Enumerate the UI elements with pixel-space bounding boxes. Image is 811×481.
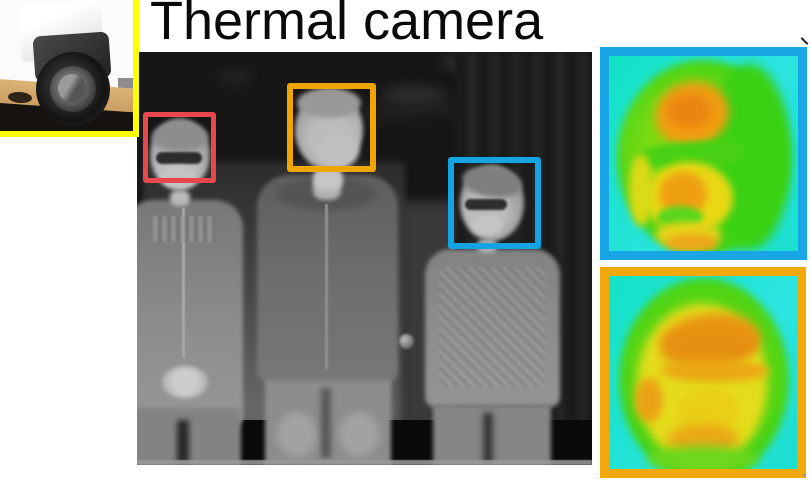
figure-title: Thermal camera [150, 0, 544, 51]
person-middle-leg-gap [321, 388, 331, 458]
person-left-sunglasses [156, 152, 202, 164]
thermal-face-crop-orange [600, 267, 806, 478]
thermal-lower-cool [647, 446, 759, 469]
person-left [137, 108, 247, 465]
person-middle [255, 82, 401, 465]
person-middle-neck [313, 168, 343, 190]
thermal-forehead-hotter [667, 94, 711, 128]
person-right-face [471, 215, 503, 235]
person-left-hands [162, 366, 208, 398]
corner-dot-mark [803, 474, 806, 477]
person-left-leg-gap [177, 420, 189, 465]
person-left-neck [170, 190, 190, 206]
person-left-jeans [137, 408, 241, 465]
person-left-zipper [182, 208, 185, 358]
thermal-brow-hot [667, 332, 755, 358]
camera-lens-aperture [58, 74, 86, 102]
person-middle-face [317, 134, 359, 168]
person-right-sweater [425, 249, 560, 407]
thermal-lower-warm [665, 234, 719, 251]
face-box-blue [448, 157, 541, 249]
person-left-shirt-print [153, 216, 215, 242]
thermal-eye-line-hot [661, 360, 769, 382]
person-middle-knee [339, 412, 379, 457]
ceiling-vent-shape [381, 86, 447, 106]
corner-tick-mark [800, 37, 809, 45]
person-left-hair [152, 122, 208, 152]
camera-photo-inset [0, 0, 139, 137]
person-middle-zipper [325, 204, 328, 369]
thermal-scene-image [137, 52, 592, 465]
door-handle-shape [399, 334, 414, 349]
person-right-sweater-texture [439, 267, 545, 387]
thermal-cheek-hot-spot [635, 378, 663, 422]
person-right-sunglasses [465, 199, 507, 210]
thermal-face-crop-blue [600, 47, 807, 260]
person-middle-hair [297, 88, 361, 118]
person-middle-knee [277, 412, 317, 457]
face-box-orange [287, 83, 376, 172]
thermal-cheek-edge [629, 154, 653, 226]
face-box-red [143, 112, 216, 183]
person-right [425, 157, 561, 465]
person-right-leg-gap [483, 413, 493, 465]
floor-highlight-strip [137, 460, 592, 465]
ceiling-blob [217, 70, 253, 84]
